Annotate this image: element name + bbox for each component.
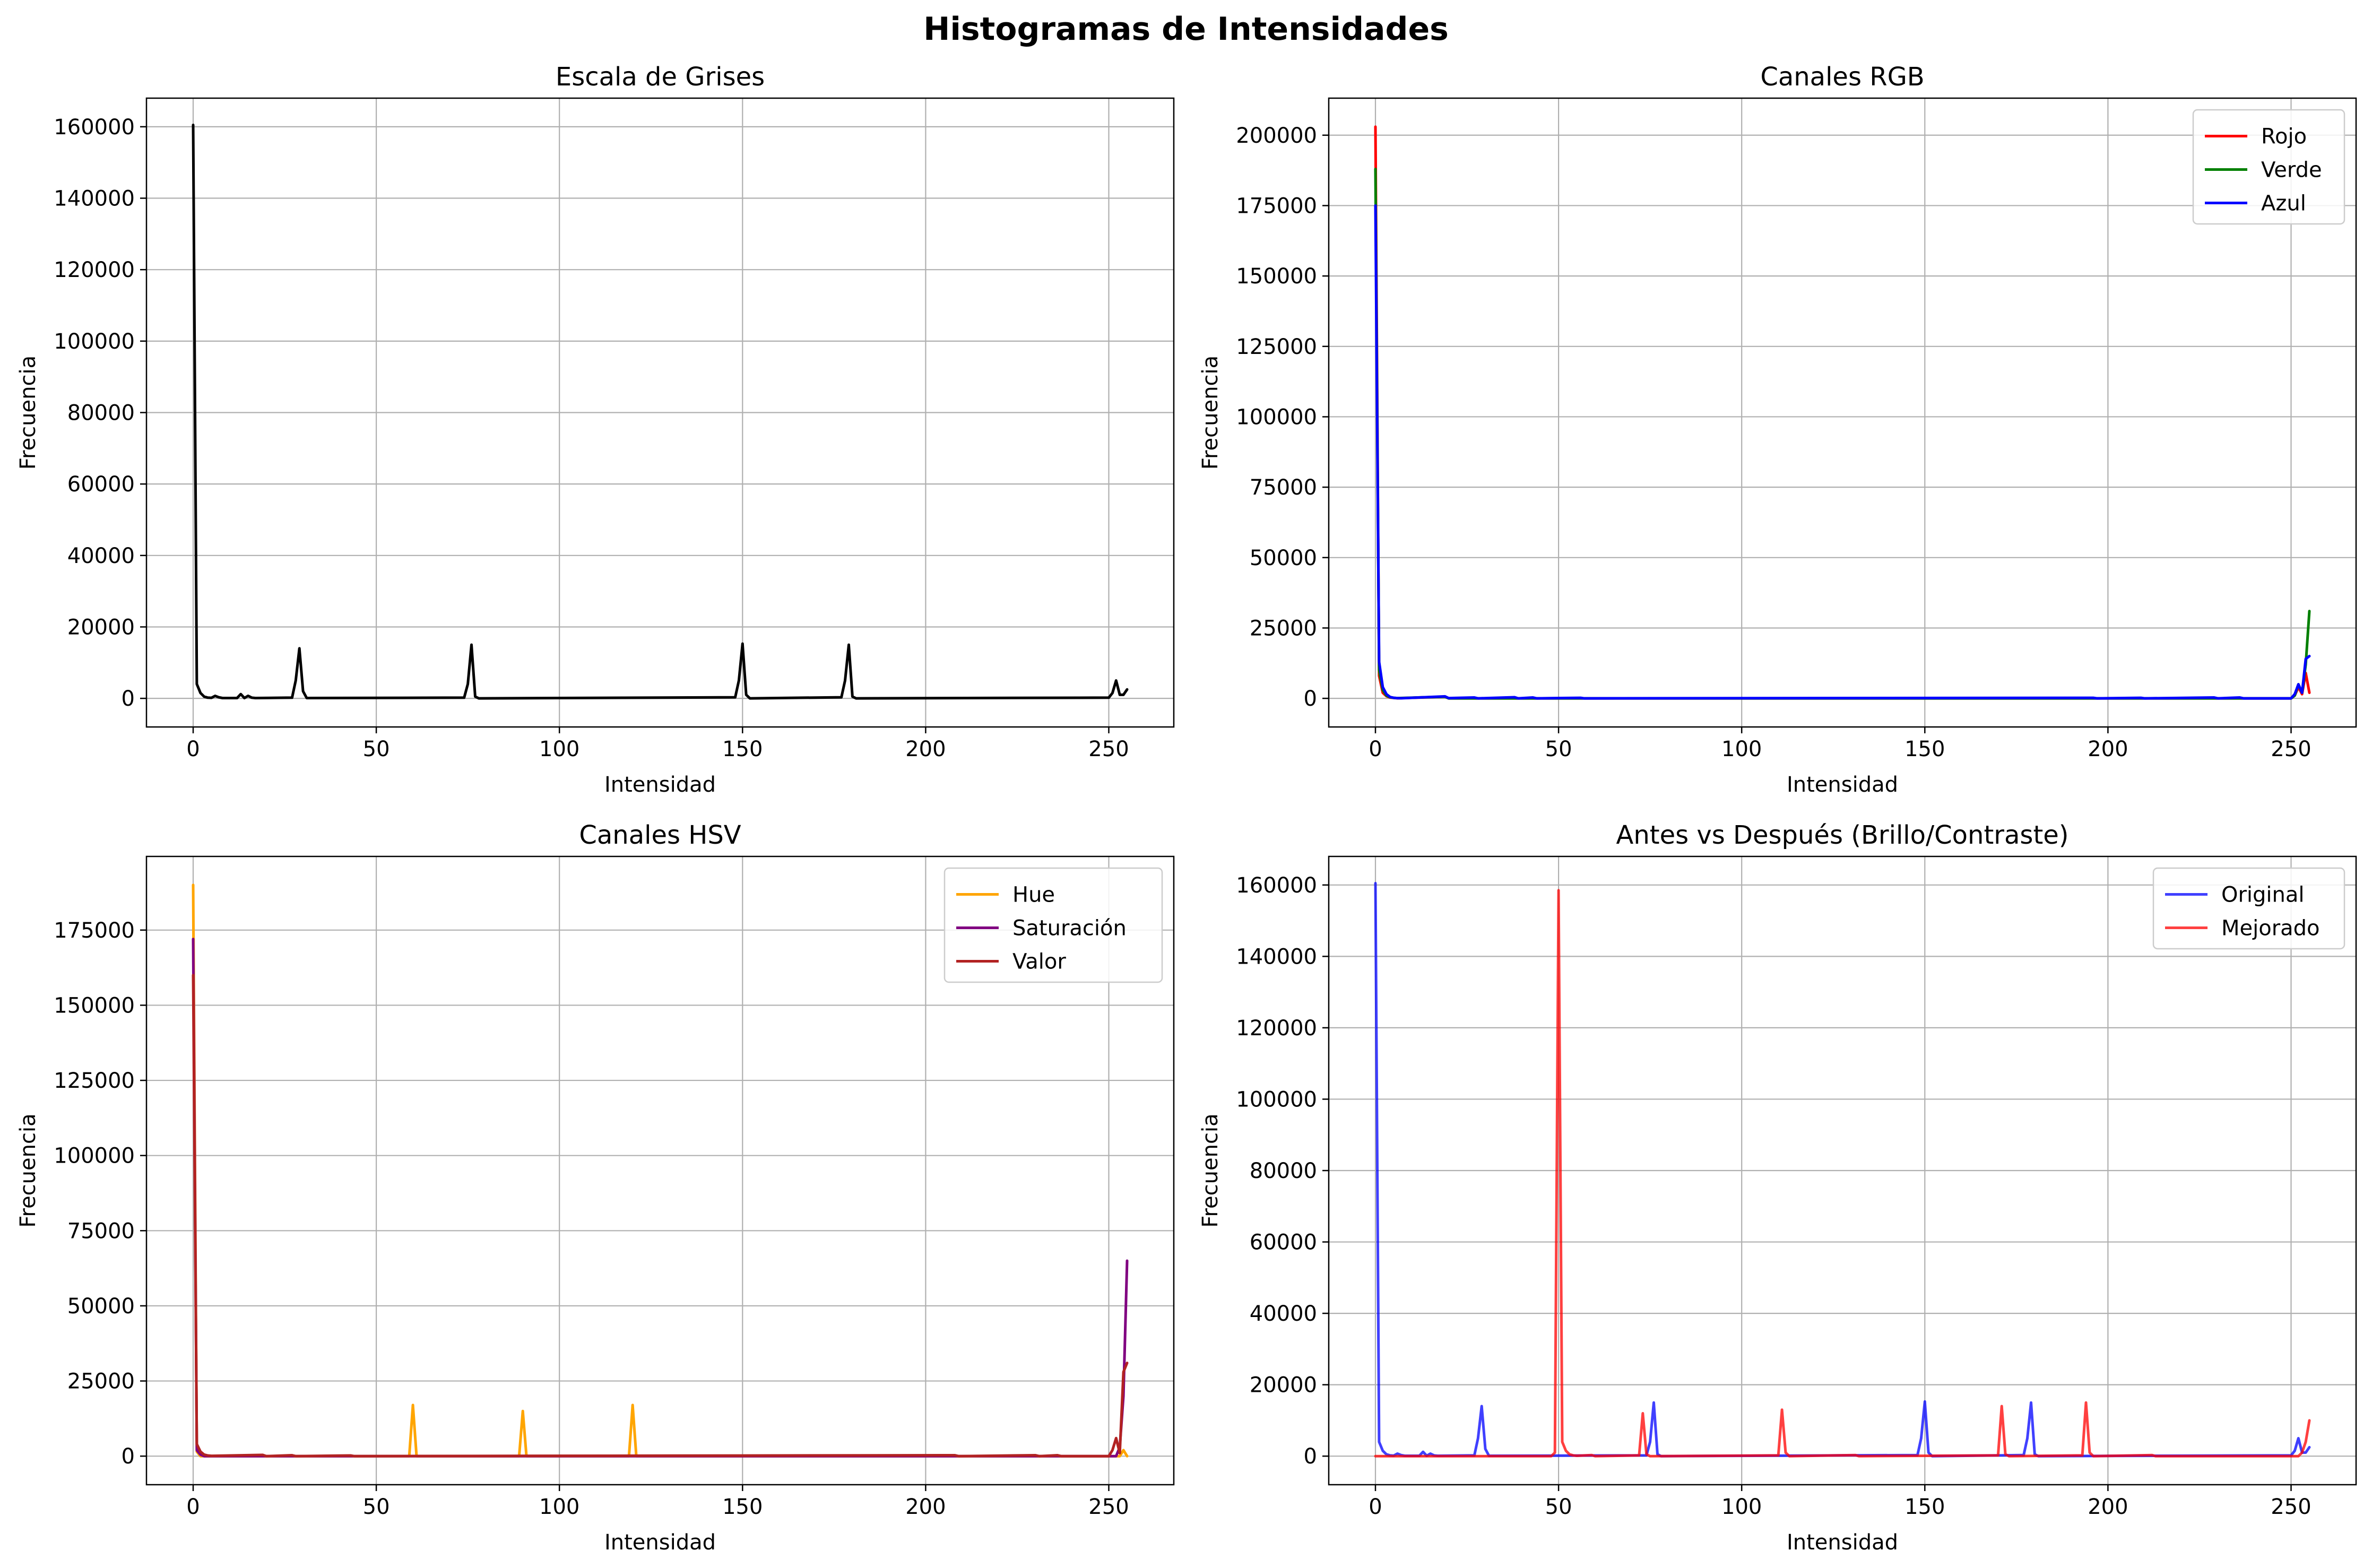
figure-suptitle: Histogramas de Intensidades bbox=[923, 11, 1449, 48]
x-tick-label: 0 bbox=[1369, 1495, 1382, 1519]
y-tick-label: 100000 bbox=[54, 1144, 135, 1168]
chart-title: Antes vs Después (Brillo/Contraste) bbox=[1616, 820, 2068, 850]
y-tick-label: 120000 bbox=[54, 258, 135, 282]
legend-label-valor: Valor bbox=[1012, 950, 1066, 974]
x-tick-label: 150 bbox=[722, 737, 763, 761]
y-axis-label: Frecuencia bbox=[16, 356, 40, 470]
y-tick-label: 50000 bbox=[1250, 546, 1317, 570]
x-tick-label: 0 bbox=[186, 737, 200, 761]
x-tick-label: 200 bbox=[2088, 1495, 2128, 1519]
y-tick-label: 50000 bbox=[67, 1294, 135, 1319]
x-tick-label: 150 bbox=[1904, 737, 1945, 761]
y-tick-label: 20000 bbox=[1250, 1373, 1317, 1398]
x-axis-label: Intensidad bbox=[1787, 773, 1898, 797]
chart-panel-3: 0 50 100 150 200 250 0 25000 50000 75000 100000 125… bbox=[16, 820, 1175, 1555]
y-tick-label: 100000 bbox=[54, 330, 135, 354]
y-tick-label: 60000 bbox=[1250, 1231, 1317, 1255]
x-tick-label: 50 bbox=[1545, 737, 1572, 761]
y-tick-label: 100000 bbox=[1236, 405, 1317, 429]
series-line-valor bbox=[192, 974, 1129, 1458]
x-tick-label: 50 bbox=[363, 1495, 390, 1519]
x-tick-label: 50 bbox=[363, 737, 390, 761]
y-tick-label: 175000 bbox=[54, 919, 135, 943]
y-tick-label: 25000 bbox=[67, 1370, 135, 1394]
y-tick-label: 125000 bbox=[54, 1069, 135, 1093]
legend-label-hue: Hue bbox=[1012, 883, 1055, 907]
x-tick-label: 0 bbox=[186, 1495, 200, 1519]
chart-panel-4: 0 50 100 150 200 250 0 20000 40000 60000 80000 1000… bbox=[1198, 820, 2357, 1555]
series-line-main bbox=[192, 124, 1129, 700]
y-tick-label: 200000 bbox=[1236, 124, 1317, 148]
y-tick-label: 60000 bbox=[67, 472, 135, 497]
chart-legend: Hue Saturación Valor bbox=[943, 867, 1163, 983]
y-tick-label: 75000 bbox=[67, 1219, 135, 1243]
legend-box bbox=[943, 867, 1163, 983]
x-tick-label: 250 bbox=[2271, 737, 2311, 761]
y-axis-label: Frecuencia bbox=[16, 1113, 40, 1227]
y-tick-label: 125000 bbox=[1236, 335, 1317, 359]
y-tick-label: 0 bbox=[1304, 687, 1317, 711]
x-tick-label: 150 bbox=[722, 1495, 763, 1519]
legend-label-azul: Azul bbox=[2261, 192, 2306, 216]
y-tick-label: 0 bbox=[122, 687, 135, 711]
series-line-mejorado bbox=[1374, 889, 2311, 1458]
x-tick-label: 100 bbox=[1721, 737, 1762, 761]
x-tick-label: 100 bbox=[539, 1495, 579, 1519]
x-tick-label: 150 bbox=[1904, 1495, 1945, 1519]
y-tick-label: 150000 bbox=[54, 993, 135, 1018]
x-tick-label: 250 bbox=[1088, 737, 1129, 761]
chart-panel-1: 0 50 100 150 200 250 0 20000 40000 60000 80000 1000… bbox=[16, 62, 1175, 797]
chart-legend: Rojo Verde Azul bbox=[2192, 109, 2345, 225]
chart-panel-2: 0 50 100 150 200 250 0 25000 50000 75000 100000 125… bbox=[1198, 62, 2357, 797]
legend-label-saturación: Saturación bbox=[1012, 916, 1127, 941]
x-tick-label: 250 bbox=[1088, 1495, 1129, 1519]
y-tick-label: 150000 bbox=[1236, 264, 1317, 289]
x-tick-label: 200 bbox=[905, 1495, 946, 1519]
y-tick-label: 160000 bbox=[54, 115, 135, 140]
x-tick-label: 200 bbox=[905, 737, 946, 761]
legend-label-verde: Verde bbox=[2261, 158, 2322, 183]
y-tick-label: 100000 bbox=[1236, 1087, 1317, 1112]
y-tick-label: 25000 bbox=[1250, 616, 1317, 640]
y-tick-label: 0 bbox=[122, 1444, 135, 1469]
x-axis-label: Intensidad bbox=[604, 773, 716, 797]
y-tick-label: 80000 bbox=[67, 401, 135, 426]
x-axis-label: Intensidad bbox=[604, 1530, 716, 1555]
y-axis-label: Frecuencia bbox=[1198, 1113, 1223, 1227]
chart-title: Escala de Grises bbox=[556, 62, 765, 92]
chart-legend: Original Mejorado bbox=[2152, 867, 2345, 950]
x-tick-label: 250 bbox=[2271, 1495, 2311, 1519]
chart-title: Canales HSV bbox=[579, 820, 741, 850]
x-tick-label: 100 bbox=[1721, 1495, 1762, 1519]
chart-title: Canales RGB bbox=[1760, 62, 1924, 92]
legend-box bbox=[2192, 109, 2345, 225]
y-tick-label: 175000 bbox=[1236, 194, 1317, 218]
x-tick-label: 200 bbox=[2088, 737, 2128, 761]
y-tick-label: 140000 bbox=[54, 187, 135, 211]
x-tick-label: 50 bbox=[1545, 1495, 1572, 1519]
plot-area-frame bbox=[145, 855, 1175, 1486]
x-tick-label: 100 bbox=[539, 737, 579, 761]
y-tick-label: 75000 bbox=[1250, 475, 1317, 500]
legend-label-original: Original bbox=[2221, 883, 2305, 907]
y-tick-label: 80000 bbox=[1250, 1159, 1317, 1183]
y-tick-label: 40000 bbox=[67, 544, 135, 568]
legend-label-rojo: Rojo bbox=[2261, 125, 2307, 149]
legend-label-mejorado: Mejorado bbox=[2221, 916, 2320, 941]
y-tick-label: 20000 bbox=[67, 615, 135, 639]
plot-area-frame bbox=[1328, 97, 2357, 728]
y-tick-label: 0 bbox=[1304, 1444, 1317, 1469]
y-tick-label: 40000 bbox=[1250, 1302, 1317, 1326]
y-tick-label: 120000 bbox=[1236, 1016, 1317, 1041]
y-tick-label: 140000 bbox=[1236, 945, 1317, 969]
y-tick-label: 160000 bbox=[1236, 873, 1317, 898]
series-line-azul bbox=[1374, 204, 2311, 700]
y-axis-label: Frecuencia bbox=[1198, 356, 1223, 470]
x-tick-label: 0 bbox=[1369, 737, 1382, 761]
x-axis-label: Intensidad bbox=[1787, 1530, 1898, 1555]
